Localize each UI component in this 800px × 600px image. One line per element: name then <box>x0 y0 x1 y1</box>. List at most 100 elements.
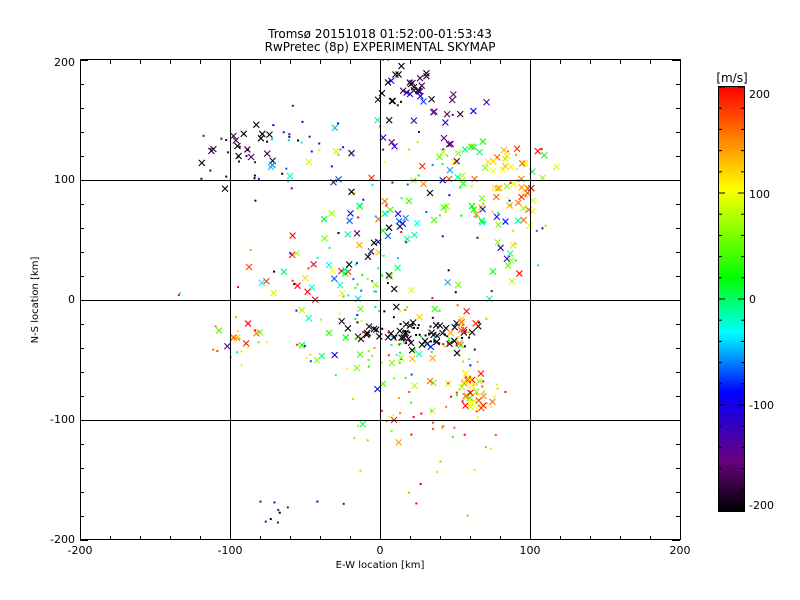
data-point-dot <box>257 177 260 180</box>
data-point-dot <box>438 309 441 312</box>
data-point-dot <box>357 216 360 219</box>
data-point-cross <box>477 370 485 378</box>
data-point-cross <box>415 313 423 321</box>
data-point-cross <box>470 206 478 213</box>
data-point-dot <box>301 120 304 123</box>
data-point-cross <box>446 340 453 348</box>
data-point-cross <box>416 88 424 95</box>
data-point-dot <box>353 437 356 440</box>
data-point-cross <box>223 342 231 350</box>
data-point-dot <box>367 358 370 361</box>
data-point-dot <box>494 433 497 436</box>
data-point-dot <box>309 353 312 356</box>
data-point-cross <box>370 239 378 247</box>
data-point-dot <box>240 364 243 367</box>
data-point-cross <box>408 286 415 294</box>
data-point-cross <box>402 329 410 337</box>
data-point-dot <box>460 214 463 217</box>
data-point-dot <box>392 414 395 417</box>
data-point-cross <box>234 142 241 150</box>
data-point-cross <box>445 140 453 148</box>
chart-title: Tromsø 20151018 01:52:00-01:53:43 <box>267 27 492 41</box>
data-point-cross <box>305 314 313 322</box>
data-point-dot <box>290 187 293 190</box>
data-point-cross <box>526 222 533 230</box>
data-point-dot <box>371 280 374 283</box>
data-point-dot <box>408 390 411 393</box>
data-point-cross <box>384 232 392 240</box>
data-point-cross <box>489 398 496 406</box>
data-point-dot <box>253 174 256 177</box>
data-point-cross <box>458 315 465 323</box>
data-point-cross <box>371 281 379 289</box>
data-point-cross <box>454 173 461 181</box>
data-point-dot <box>400 100 403 103</box>
data-point-dot <box>237 286 240 289</box>
data-point-dot <box>413 326 416 329</box>
data-point-cross <box>395 71 402 78</box>
data-point-cross <box>346 217 354 225</box>
data-point-dot <box>472 383 475 386</box>
data-point-dot <box>425 210 428 213</box>
data-point-cross <box>513 145 521 153</box>
data-point-dot <box>410 433 413 436</box>
data-point-cross <box>403 89 411 96</box>
data-point-dot <box>378 310 381 313</box>
data-point-dot <box>508 199 511 202</box>
data-point-cross <box>258 279 266 287</box>
data-point-dot <box>469 364 472 367</box>
data-point-cross <box>495 221 502 229</box>
data-point-dot <box>481 202 484 205</box>
data-point-cross <box>540 152 548 159</box>
data-point-cross <box>240 130 248 138</box>
data-point-dot <box>419 482 422 485</box>
data-point-dot <box>287 180 290 183</box>
data-point-dot <box>249 249 252 252</box>
data-point-dot <box>225 139 228 142</box>
data-point-dot <box>429 325 432 328</box>
data-point-dot <box>319 318 322 321</box>
data-point-dot <box>442 148 445 151</box>
data-point-cross <box>521 159 529 167</box>
data-point-dot <box>368 249 371 252</box>
data-point-cross <box>494 239 502 246</box>
data-point-cross <box>304 288 311 296</box>
data-point-cross <box>257 134 265 142</box>
data-point-dot <box>441 426 444 429</box>
data-point-dot <box>466 514 469 517</box>
data-point-dot <box>362 331 365 334</box>
data-point-dot <box>447 382 450 385</box>
data-point-dot <box>411 324 414 327</box>
data-point-cross <box>328 267 336 275</box>
data-point-dot <box>236 156 239 159</box>
data-point-cross <box>436 322 444 330</box>
data-point-dot <box>234 316 237 319</box>
data-point-dot <box>289 252 292 255</box>
data-point-dot <box>383 310 386 313</box>
data-point-cross <box>453 349 461 357</box>
data-point-dot <box>406 183 409 186</box>
data-point-dot <box>392 316 395 319</box>
data-point-cross <box>356 203 364 211</box>
data-point-dot <box>467 331 470 334</box>
data-point-dot <box>461 400 464 403</box>
data-point-cross <box>335 176 342 183</box>
data-point-cross <box>357 305 364 313</box>
data-point-dot <box>254 199 257 202</box>
data-point-dot <box>404 330 407 333</box>
data-point-dot <box>245 154 248 157</box>
data-point-cross <box>478 217 486 225</box>
data-point-cross <box>198 159 206 167</box>
data-point-cross <box>449 90 457 98</box>
data-point-dot <box>493 395 496 398</box>
data-point-dot <box>406 306 409 309</box>
data-point-cross <box>456 110 464 118</box>
data-point-cross <box>407 339 415 347</box>
data-point-dot <box>337 232 340 235</box>
data-point-cross <box>344 324 352 332</box>
data-point-cross <box>451 158 458 166</box>
data-point-dot <box>431 297 434 300</box>
data-point-dot <box>431 163 434 166</box>
data-point-cross <box>267 163 275 171</box>
data-point-cross <box>379 210 387 218</box>
